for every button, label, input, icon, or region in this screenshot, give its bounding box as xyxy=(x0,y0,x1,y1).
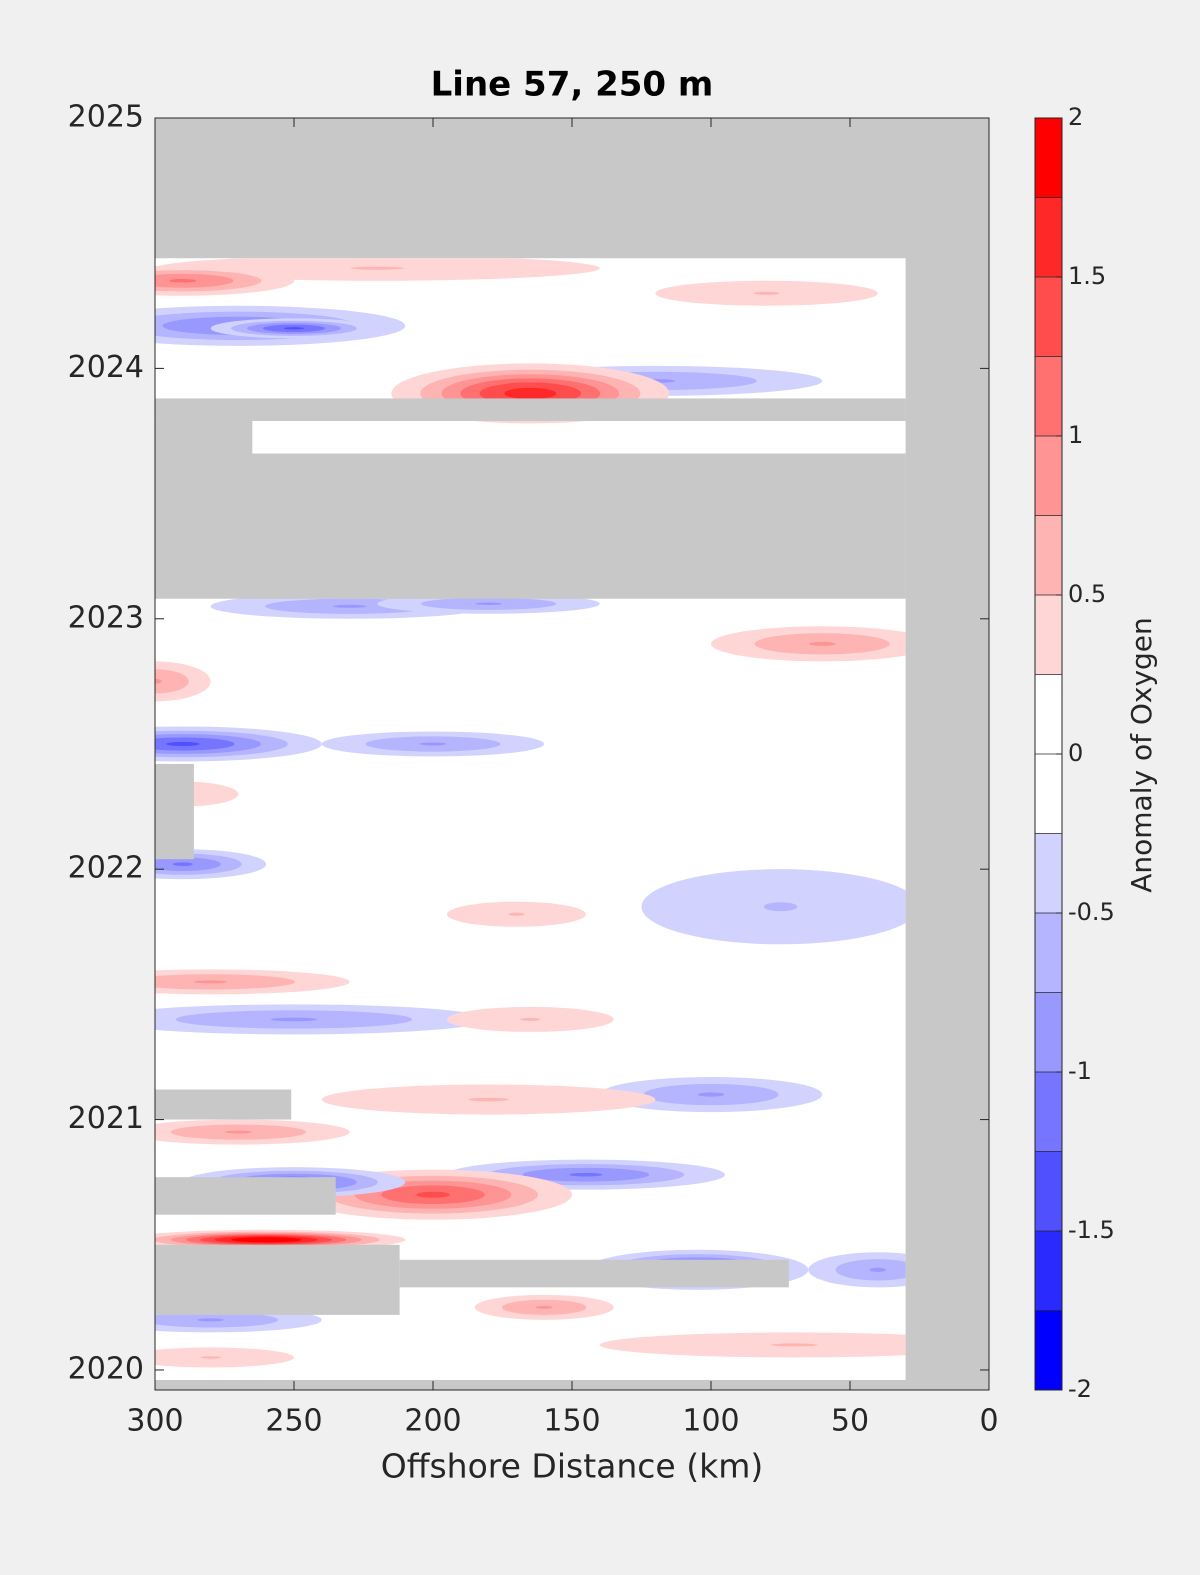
x-tick-label: 150 xyxy=(543,1404,600,1439)
colorbar-tick-label: -0.5 xyxy=(1068,898,1115,926)
y-tick-label: 2025 xyxy=(68,100,144,135)
colorbar-tick-label: 0 xyxy=(1068,739,1083,767)
colorbar-tick-label: -1 xyxy=(1068,1057,1092,1085)
contour-band xyxy=(697,1092,725,1097)
no-data-mask xyxy=(155,1089,292,1120)
contour-band xyxy=(155,678,162,684)
x-tick-label: 0 xyxy=(979,1404,998,1439)
y-tick-label: 2020 xyxy=(68,1351,144,1386)
colorbar-tick-label: 1 xyxy=(1068,421,1083,449)
contour-band xyxy=(155,1347,294,1368)
contour-band xyxy=(193,980,228,984)
colorbar-swatch xyxy=(1035,992,1062,1072)
contour-band xyxy=(753,291,780,295)
contour-band xyxy=(535,1305,553,1309)
contour-band xyxy=(283,327,305,330)
contour-band xyxy=(155,669,189,694)
x-tick-label: 300 xyxy=(126,1404,183,1439)
y-tick-label: 2022 xyxy=(68,851,144,886)
contour-band xyxy=(520,1017,541,1021)
colorbar-swatch xyxy=(1035,277,1062,357)
colorbar-tick-label: 1.5 xyxy=(1068,262,1106,290)
contour-band xyxy=(475,602,502,605)
colorbar-swatch xyxy=(1035,1310,1062,1390)
contour-band xyxy=(569,1172,603,1177)
no-data-mask xyxy=(155,398,906,421)
x-tick-label: 200 xyxy=(404,1404,461,1439)
colorbar-swatch xyxy=(1035,1072,1062,1152)
colorbar-tick-label: 0.5 xyxy=(1068,580,1106,608)
x-tick-label: 250 xyxy=(265,1404,322,1439)
contour-band xyxy=(419,742,447,746)
contour-band xyxy=(599,1332,906,1358)
colorbar-swatch xyxy=(1035,1151,1062,1231)
colorbar-swatch xyxy=(1035,118,1062,198)
no-data-mask xyxy=(155,1244,400,1315)
colorbar-tick-label: -1.5 xyxy=(1068,1216,1115,1244)
contour-band xyxy=(416,1191,450,1198)
contour-band xyxy=(350,266,405,270)
y-tick-label: 2023 xyxy=(68,600,144,635)
contour-band xyxy=(249,1238,283,1241)
x-axis-label: Offshore Distance (km) xyxy=(381,1447,763,1486)
contour-band xyxy=(508,912,525,916)
contour-band xyxy=(169,278,197,283)
contour-band xyxy=(808,641,836,646)
contour-band xyxy=(172,862,193,866)
contour-band xyxy=(771,1343,818,1347)
colorbar-swatch xyxy=(1035,674,1062,754)
colorbar-swatch xyxy=(1035,1231,1062,1311)
colorbar-label: Anomaly of Oxygen xyxy=(1125,617,1158,893)
no-data-mask xyxy=(155,764,194,860)
contour-band xyxy=(332,604,367,608)
no-data-mask xyxy=(155,453,906,599)
contour-band xyxy=(504,387,557,400)
y-tick-label: 2021 xyxy=(68,1101,144,1136)
colorbar-swatch xyxy=(1035,197,1062,277)
colorbar-swatch xyxy=(1035,913,1062,993)
no-data-mask xyxy=(399,1259,789,1288)
no-data-mask xyxy=(155,1177,336,1215)
colorbar-swatch xyxy=(1035,833,1062,913)
contour-band xyxy=(225,1130,252,1134)
contour-band xyxy=(270,1017,318,1022)
colorbar-swatch xyxy=(1035,595,1062,675)
contour-band xyxy=(869,1267,887,1272)
colorbar-swatch xyxy=(1035,754,1062,834)
contour-band xyxy=(197,1318,224,1322)
chart-title: Line 57, 250 m xyxy=(431,65,714,105)
colorbar-swatch xyxy=(1035,436,1062,516)
contour-band xyxy=(200,1356,221,1359)
contour-band xyxy=(763,902,798,912)
colorbar-tick-label: 2 xyxy=(1068,103,1083,131)
y-tick-label: 2024 xyxy=(68,350,144,385)
contour-band xyxy=(166,741,200,747)
x-tick-label: 100 xyxy=(682,1404,739,1439)
contour-band xyxy=(468,1097,509,1102)
colorbar-tick-label: -2 xyxy=(1068,1375,1092,1403)
colorbar-swatch xyxy=(1035,515,1062,595)
x-tick-label: 50 xyxy=(831,1404,869,1439)
no-data-mask xyxy=(155,420,253,454)
colorbar-swatch xyxy=(1035,356,1062,436)
